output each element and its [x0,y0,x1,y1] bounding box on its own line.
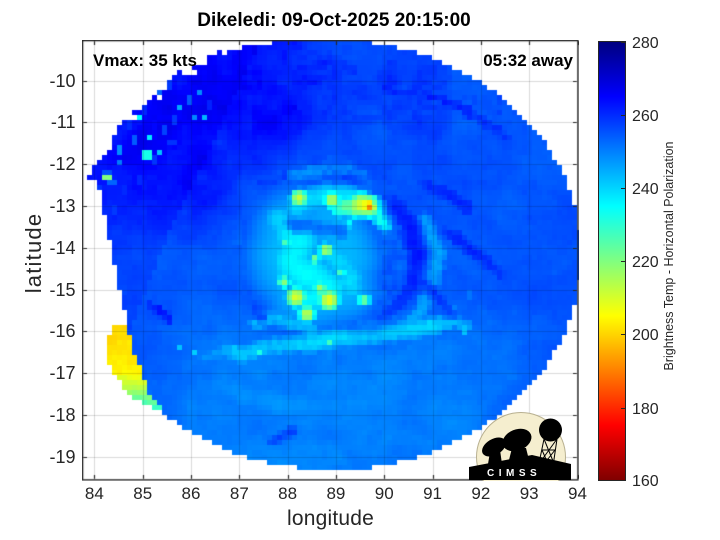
svg-text:CIMSS: CIMSS [487,468,541,479]
